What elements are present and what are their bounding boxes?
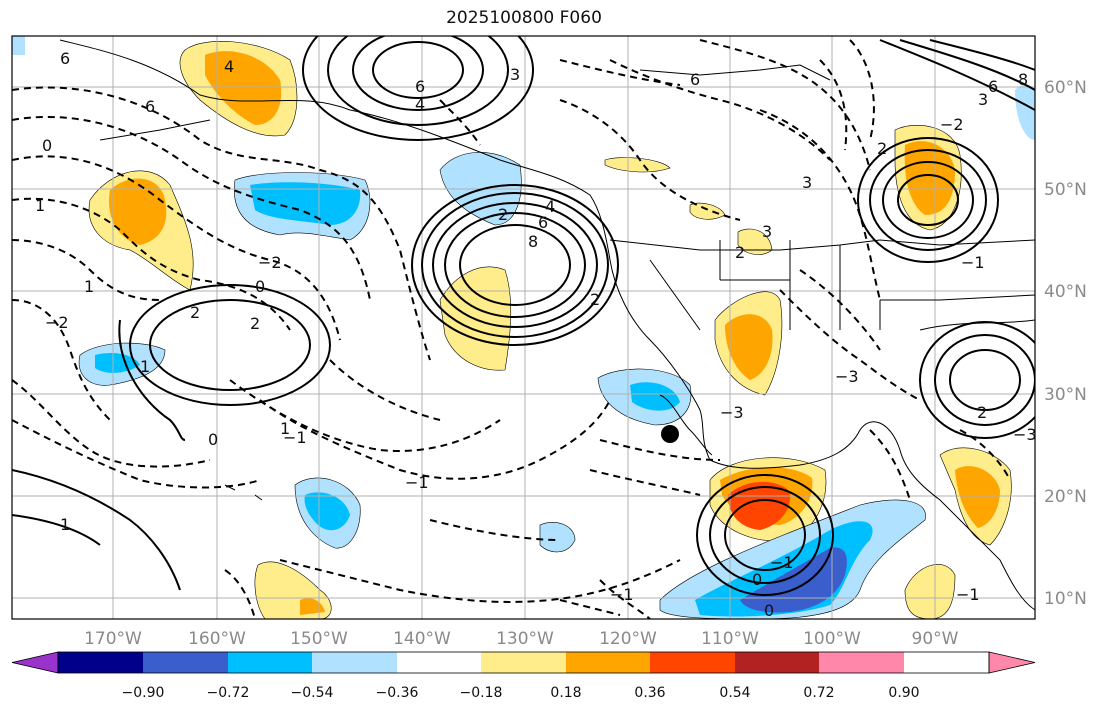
contour-label: 0	[208, 430, 218, 449]
colorbar-swatch	[228, 652, 312, 673]
colorbar-min-arrow	[11, 651, 59, 674]
contour-label: −3	[1013, 425, 1037, 444]
colorbar-swatch	[819, 652, 904, 673]
colorbar-label: −0.54	[291, 685, 334, 701]
contour-label: 1	[35, 196, 45, 215]
contour-label: 3	[978, 90, 988, 109]
contour-label: −2	[940, 115, 964, 134]
contour-label: 2	[498, 205, 508, 224]
map-frame	[11, 35, 1036, 620]
contour-label: 0	[752, 570, 762, 589]
solid-contours	[12, 36, 1035, 596]
contour-label: 8	[1018, 70, 1028, 89]
contour-label: 6	[60, 49, 70, 68]
longitude-label: 160°W	[188, 629, 246, 649]
longitude-label: 100°W	[803, 629, 861, 649]
map-title: 2025100800 F060	[446, 8, 602, 28]
colorbar-label: −0.90	[122, 685, 165, 701]
dashed-contours	[12, 39, 1011, 619]
contour-labels: 6 4 6 6 4 3 2 4 6 8 1 0 −2 2 2 −2 0 −1 0…	[35, 49, 1037, 620]
longitude-labels: 170°W 160°W 150°W 140°W 130°W 120°W 110°…	[84, 629, 959, 649]
contour-label: 2	[877, 139, 887, 158]
contour-label: −1	[956, 585, 980, 604]
contour-label: −1	[283, 428, 307, 447]
location-marker	[661, 425, 679, 443]
colorbar-outline	[57, 651, 990, 674]
shaded-anomaly-fields	[12, 36, 1035, 619]
contour-label: 3	[510, 65, 520, 84]
longitude-label: 120°W	[599, 629, 657, 649]
colorbar	[11, 651, 1036, 674]
longitude-label: 150°W	[290, 629, 348, 649]
colorbar-label: −0.18	[460, 685, 503, 701]
contour-label: −1	[405, 473, 429, 492]
longitude-label: 170°W	[84, 629, 142, 649]
contour-label: 0	[42, 136, 52, 155]
latitude-label: 30°N	[1044, 385, 1087, 405]
contour-label: 3	[802, 173, 812, 192]
contour-label: 6	[145, 97, 155, 116]
colorbar-swatch	[58, 652, 143, 673]
colorbar-swatch	[397, 652, 481, 673]
contour-label: −2	[45, 313, 69, 332]
contour-label: 1	[60, 515, 70, 534]
colorbar-label: −0.36	[376, 685, 419, 701]
contour-label: 2	[250, 314, 260, 333]
colorbar-label: 0.36	[634, 685, 665, 701]
latitude-label: 50°N	[1044, 180, 1087, 200]
colorbar-swatch	[650, 652, 735, 673]
contour-label: −3	[720, 403, 744, 422]
colorbar-labels: −0.90 −0.72 −0.54 −0.36 −0.18 0.18 0.36 …	[122, 685, 920, 701]
graticule	[12, 36, 1035, 619]
latitude-labels: 60°N 50°N 40°N 30°N 20°N 10°N	[1044, 78, 1087, 609]
contour-label: 4	[415, 95, 425, 114]
contour-label: 6	[415, 77, 425, 96]
contour-label: 6	[538, 213, 548, 232]
contour-label: 6	[988, 77, 998, 96]
latitude-label: 10°N	[1044, 589, 1087, 609]
colorbar-swatch	[481, 652, 566, 673]
colorbar-swatch	[566, 652, 650, 673]
contour-label: −1	[770, 553, 794, 572]
colorbar-swatch	[143, 652, 228, 673]
contour-label: −1	[961, 253, 985, 272]
contour-label: 2	[190, 303, 200, 322]
contour-label: 4	[224, 57, 234, 76]
contour-label: 2	[590, 290, 600, 309]
contour-label: −2	[258, 253, 282, 272]
contour-label: 1	[140, 357, 150, 376]
longitude-label: 130°W	[496, 629, 554, 649]
contour-label: 8	[528, 232, 538, 251]
contour-label: 1	[280, 419, 290, 438]
latitude-label: 40°N	[1044, 282, 1087, 302]
contour-label: 1	[84, 277, 94, 296]
longitude-label: 90°W	[912, 629, 959, 649]
contour-label: 4	[545, 197, 555, 216]
contour-label: −3	[835, 367, 859, 386]
colorbar-label: 0.90	[888, 685, 919, 701]
colorbar-swatch	[735, 652, 819, 673]
latitude-label: 20°N	[1044, 487, 1087, 507]
contour-label: −1	[610, 585, 634, 604]
contour-label: 0	[255, 277, 265, 296]
latitude-label: 60°N	[1044, 78, 1087, 98]
contour-label: 2	[735, 243, 745, 262]
contour-label: 6	[690, 70, 700, 89]
longitude-label: 140°W	[393, 629, 451, 649]
colorbar-swatch	[312, 652, 397, 673]
colorbar-label: 0.18	[550, 685, 581, 701]
colorbar-label: −0.72	[207, 685, 250, 701]
longitude-label: 110°W	[701, 629, 759, 649]
colorbar-label: 0.54	[719, 685, 750, 701]
colorbar-label: 0.72	[803, 685, 834, 701]
contour-label: 2	[977, 403, 987, 422]
contour-label: 3	[762, 222, 772, 241]
colorbar-max-arrow	[988, 651, 1036, 674]
contour-label: 0	[764, 601, 774, 620]
